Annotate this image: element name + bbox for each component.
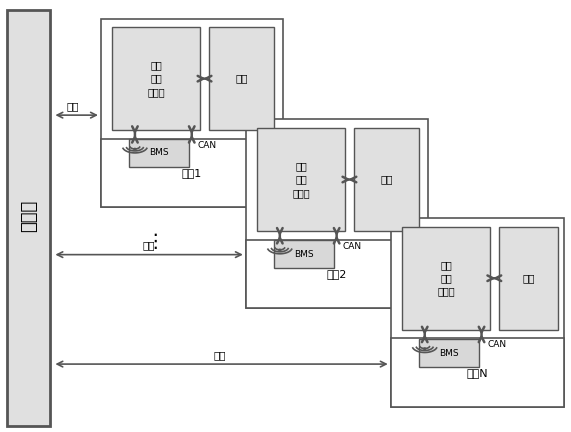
Bar [7, 10, 50, 426]
Bar [112, 27, 200, 130]
Bar [353, 128, 419, 231]
Circle shape [424, 348, 426, 349]
Circle shape [134, 148, 136, 150]
Bar [274, 241, 334, 268]
Text: BMS: BMS [439, 349, 459, 358]
Bar [246, 240, 428, 308]
Circle shape [279, 249, 281, 251]
Text: 车辆N: 车辆N [467, 368, 488, 378]
Text: BMS: BMS [149, 148, 169, 157]
Text: 线束: 线束 [214, 350, 227, 360]
Text: CAN: CAN [343, 241, 361, 251]
Bar [498, 227, 558, 330]
Text: 枪充: 枪充 [235, 73, 248, 84]
Text: 自动
充电
耦合器: 自动 充电 耦合器 [292, 161, 310, 198]
Bar [419, 339, 478, 367]
Text: ⋮: ⋮ [145, 232, 164, 251]
Bar [101, 19, 283, 207]
Text: 自动
充电
耦合器: 自动 充电 耦合器 [147, 60, 165, 97]
Bar [129, 139, 189, 167]
Bar [101, 139, 283, 207]
Text: 线束: 线束 [66, 101, 79, 111]
Text: BMS: BMS [294, 250, 314, 259]
Bar [257, 128, 345, 231]
Text: 车辆1: 车辆1 [182, 168, 202, 178]
Text: CAN: CAN [487, 340, 506, 349]
Bar [391, 218, 564, 407]
Text: 枪充: 枪充 [522, 273, 534, 283]
Text: 线束: 线束 [143, 240, 155, 250]
Bar [391, 338, 564, 407]
Text: 枪充: 枪充 [380, 175, 393, 184]
Bar [246, 119, 428, 308]
Text: 自动
充电
耦合器: 自动 充电 耦合器 [437, 260, 455, 296]
Text: CAN: CAN [198, 141, 216, 149]
Bar [402, 227, 490, 330]
Bar [209, 27, 274, 130]
Text: 充电桩: 充电桩 [19, 200, 38, 232]
Text: 车辆2: 车辆2 [327, 269, 347, 279]
